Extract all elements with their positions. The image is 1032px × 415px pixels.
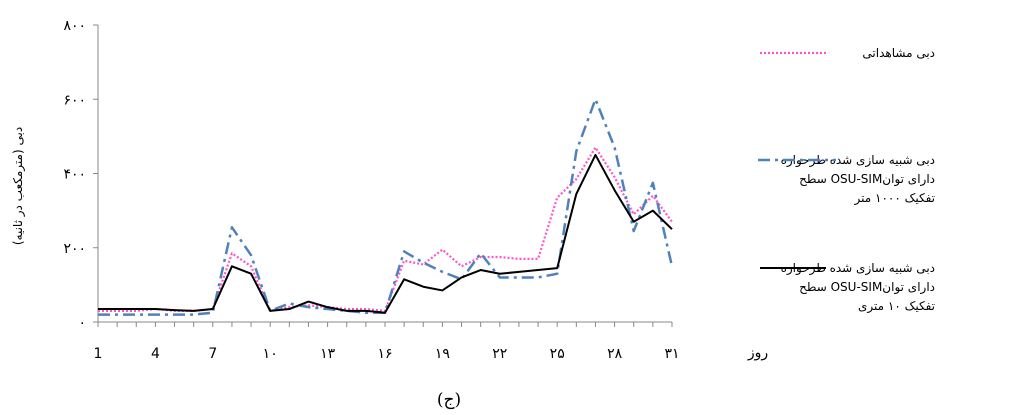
x-tick-label: ۱۳ bbox=[320, 346, 336, 362]
x-tick-label: 4 bbox=[151, 346, 160, 362]
y-tick-label: ۶۰۰ bbox=[63, 92, 86, 108]
legend-label-3: تفکیک ۱۰ متری bbox=[858, 299, 935, 314]
x-tick-labels: 1 4 7 ۱۰ ۱۳ ۱۶ ۱۹ ۲۲ ۲۵ ۲۸ ۳۱ bbox=[94, 322, 680, 362]
y-tick-label: ۸۰۰ bbox=[63, 18, 86, 34]
x-tick-label: ۲۸ bbox=[607, 346, 623, 362]
x-tick-label: 1 bbox=[94, 346, 103, 362]
series-line-1 bbox=[98, 146, 673, 312]
x-tick-label: ۲۲ bbox=[492, 346, 507, 362]
series-line-3 bbox=[98, 153, 673, 314]
series-lines bbox=[98, 98, 674, 316]
chart-caption: (ج) bbox=[437, 390, 461, 410]
legend-label-2: تفکیک ۱۰۰۰ متر bbox=[854, 191, 935, 206]
legend-label-2: دبی شبیه سازی شده طرحواره bbox=[781, 153, 935, 168]
y-tick-labels: ۰ ۲۰۰ ۴۰۰ ۶۰۰ ۸۰۰ bbox=[63, 18, 98, 331]
x-tick-label: ۱۶ bbox=[377, 346, 392, 362]
x-tick-label: 7 bbox=[208, 346, 217, 362]
legend-label-3: دبی شبیه سازی شده طرحواره bbox=[781, 261, 935, 276]
legend-label-1: دبی مشاهداتی bbox=[862, 46, 935, 60]
legend: دبی مشاهداتی دبی شبیه سازی شده طرحواره سطح… bbox=[758, 46, 935, 314]
y-axis-label: دبی (مترمکعب در ثانیه) bbox=[11, 127, 26, 245]
x-tick-label: ۲۵ bbox=[550, 346, 565, 362]
legend-label-3: سطح OSU-SIMدارای توان bbox=[799, 280, 935, 295]
y-tick-label: ۴۰۰ bbox=[63, 167, 86, 183]
legend-label-2: سطح OSU-SIMدارای توان bbox=[799, 172, 935, 187]
series-line-2 bbox=[98, 98, 674, 316]
y-tick-label: ۰ bbox=[78, 315, 86, 331]
x-tick-label: ۱۹ bbox=[435, 346, 450, 362]
x-tick-label: ۳۱ bbox=[664, 346, 679, 362]
y-tick-label: ۲۰۰ bbox=[63, 241, 86, 257]
x-tick-label: ۱۰ bbox=[263, 346, 278, 362]
x-axis-label: روز bbox=[747, 345, 768, 361]
